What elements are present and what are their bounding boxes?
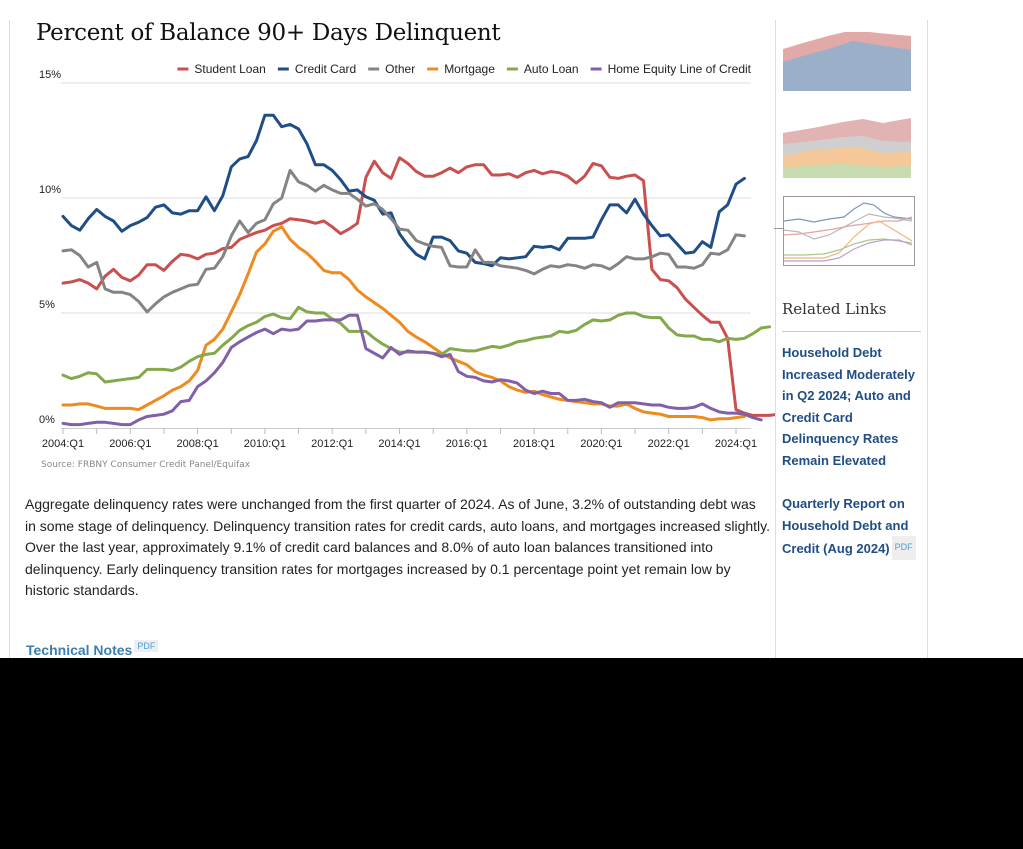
related-link-label: Household Debt Increased Moderately in Q… <box>782 345 915 468</box>
legend-item-auto-loan: Auto Loan <box>506 62 579 76</box>
series-line-mortgage <box>61 225 746 422</box>
x-tick-label: 2004:Q1 <box>42 438 84 450</box>
x-tick-label: 2014:Q1 <box>378 438 420 450</box>
thumbnail-debt-composition[interactable] <box>783 116 913 178</box>
sidebar: Related Links Household Debt Increased M… <box>774 20 928 658</box>
summary-paragraph: Aggregate delinquency rates were unchang… <box>25 496 770 599</box>
area-chart-thumbnail-icon <box>783 32 911 91</box>
legend-label: Student Loan <box>194 62 265 76</box>
related-links-heading: Related Links <box>782 300 887 318</box>
x-tick-label: 2008:Q1 <box>176 438 218 450</box>
related-link-household-debt-q2-2024[interactable]: Household Debt Increased Moderately in Q… <box>782 342 924 471</box>
y-tick-label: 0% <box>39 414 55 426</box>
y-tick-label: 10% <box>39 184 61 196</box>
y-axis-labels: 0% 5% 10% 15% <box>39 69 61 426</box>
series-line-other <box>61 168 746 314</box>
legend-item-other: Other <box>368 62 415 76</box>
technical-notes-label: Technical Notes <box>26 642 133 658</box>
legend-label: Auto Loan <box>524 62 579 76</box>
thumbnail-connector <box>774 228 783 229</box>
technical-notes-link[interactable]: Technical Notes PDF <box>26 640 159 658</box>
legend-item-credit-card: Credit Card <box>277 62 356 76</box>
x-tick-label: 2012:Q1 <box>311 438 353 450</box>
x-tick-label: 2010:Q1 <box>244 438 286 450</box>
y-tick-label: 5% <box>39 299 55 311</box>
legend: Student Loan Credit Card Other Mortgage Auto… <box>177 62 752 76</box>
line-chart: 0%5%10%15% 2004:Q1 2006:Q1 2008:Q1 2010:Q1 2… <box>39 62 775 450</box>
legend-item-home-equity-line-of-credit: Home Equity Line of Credit <box>590 62 752 76</box>
legend-label: Credit Card <box>295 62 356 76</box>
thumbnail-debt-balance[interactable] <box>783 32 913 91</box>
x-tick-label: 2024:Q1 <box>715 438 757 450</box>
x-tick-label: 2016:Q1 <box>446 438 488 450</box>
divider <box>782 331 921 332</box>
pdf-badge: PDF <box>134 640 159 652</box>
page: Percent of Balance 90+ Days Delinquent 0… <box>0 0 1023 658</box>
x-tick-label: 2022:Q1 <box>648 438 690 450</box>
related-link-label: Quarterly Report on Household Debt and C… <box>782 496 909 556</box>
pdf-badge: PDF <box>891 536 916 560</box>
legend-label: Home Equity Line of Credit <box>608 62 752 76</box>
series-line-credit-card <box>61 113 746 268</box>
grid-lines <box>61 82 751 314</box>
legend-label: Other <box>385 62 415 76</box>
x-tick-label: 2020:Q1 <box>580 438 622 450</box>
x-tick-label: 2006:Q1 <box>109 438 151 450</box>
line-chart-thumbnail-icon <box>784 202 912 262</box>
series-line-auto-loan <box>61 305 772 384</box>
main-column: Percent of Balance 90+ Days Delinquent 0… <box>9 20 776 658</box>
series-lines <box>61 113 775 427</box>
chart-title: Percent of Balance 90+ Days Delinquent <box>36 20 501 46</box>
related-link-quarterly-report[interactable]: Quarterly Report on Household Debt and C… <box>782 493 924 560</box>
legend-label: Mortgage <box>444 62 495 76</box>
series-line-home-equity-line-of-credit <box>61 313 763 427</box>
stacked-area-thumbnail-icon <box>783 118 911 178</box>
series-line-student-loan <box>61 156 775 417</box>
x-axis: 2004:Q1 2006:Q1 2008:Q1 2010:Q1 2012:Q1 2014:… <box>42 428 757 450</box>
chart-source: Source: FRBNY Consumer Credit Panel/Equi… <box>41 460 251 470</box>
x-tick-label: 2018:Q1 <box>513 438 555 450</box>
legend-item-mortgage: Mortgage <box>427 62 495 76</box>
thumbnail-delinquency[interactable] <box>783 196 915 266</box>
y-tick-label: 15% <box>39 69 61 81</box>
legend-item-student-loan: Student Loan <box>177 62 266 76</box>
